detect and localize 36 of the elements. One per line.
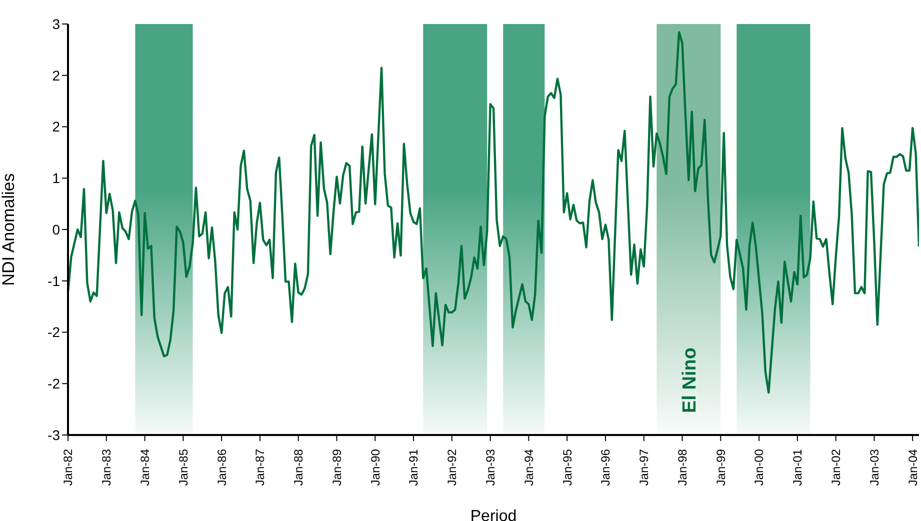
y-tick-label: -3 xyxy=(48,426,60,443)
x-tick-label: Jan-89 xyxy=(330,448,344,486)
x-tick-label: Jan-92 xyxy=(445,448,460,486)
y-tick-label: 3 xyxy=(52,16,60,32)
y-tick-label: -1 xyxy=(48,272,60,289)
line-series xyxy=(68,31,919,394)
x-tick-label: Jan-01 xyxy=(790,448,805,486)
x-tick-label: Jan-88 xyxy=(292,448,306,486)
band-label: El Nino xyxy=(679,348,700,413)
x-tick-label: Jan-96 xyxy=(598,448,613,486)
y-tick-label: 0 xyxy=(52,221,60,238)
x-tick-label: Jan-93 xyxy=(484,448,498,486)
x-tick-label: Jan-00 xyxy=(752,448,766,486)
y-tick-label: 2 xyxy=(52,118,60,135)
x-tick-label: Jan-02 xyxy=(829,448,844,486)
x-tick-label: Jan-99 xyxy=(714,448,728,486)
x-tick-label: Jan-83 xyxy=(100,448,114,486)
x-tick-label: Jan-94 xyxy=(522,448,536,486)
x-tick-label: Jan-97 xyxy=(637,448,652,486)
x-tick-label: Jan-04 xyxy=(906,448,920,486)
x-tick-label: Jan-90 xyxy=(368,448,382,486)
x-tick-label: Jan-85 xyxy=(176,448,190,486)
y-axis-title: NDI Anomalies xyxy=(0,173,18,286)
y-tick-label: 2 xyxy=(52,67,60,84)
x-tick-label: Jan-86 xyxy=(214,448,229,486)
x-tick-label: Jan-84 xyxy=(138,448,152,486)
x-tick-label: Jan-87 xyxy=(253,448,268,486)
x-tick-label: Jan-91 xyxy=(406,448,421,486)
y-tick-label: -2 xyxy=(48,324,60,340)
y-tick-label: -2 xyxy=(48,376,60,392)
x-tick-label: Jan-03 xyxy=(867,448,882,486)
x-tick-label: Jan-98 xyxy=(675,448,690,486)
x-tick-label: Jan-82 xyxy=(61,448,76,486)
x-axis-title: Period xyxy=(470,508,517,521)
y-tick-label: 1 xyxy=(52,170,60,186)
x-tick-label: Jan-95 xyxy=(560,448,574,486)
